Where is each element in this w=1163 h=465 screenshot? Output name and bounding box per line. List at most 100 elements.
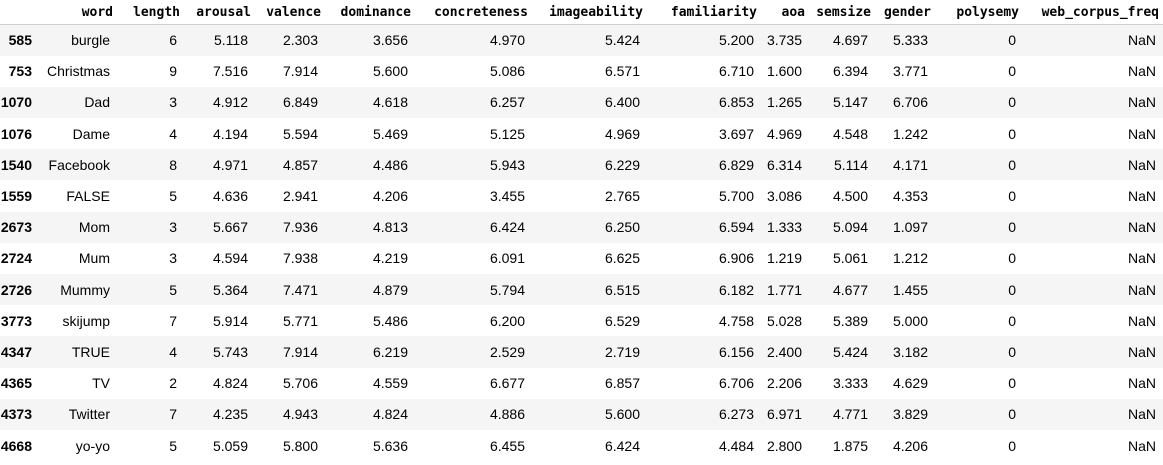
cell-gender: 6.706 (892, 94, 928, 111)
cell-aoa: 2.800 (766, 437, 802, 454)
cell-aoa: 1.771 (766, 281, 802, 298)
cell-web-corpus-freq: NaN (1127, 375, 1156, 392)
cell-aoa: 6.314 (766, 156, 802, 173)
column-header-gender: gender (876, 0, 936, 25)
cell-aoa: 5.028 (766, 312, 802, 329)
table-row: 2673 Mom 3 5.667 7.936 4.813 6.424 6.250 6.594 1.… (0, 211, 1163, 243)
cell-familiarity: 5.200 (718, 32, 754, 49)
cell-word: burgle (71, 32, 110, 49)
cell-familiarity: 4.758 (718, 312, 754, 329)
cell-imageability: 6.571 (604, 63, 640, 80)
cell-semsize: 3.333 (832, 375, 868, 392)
cell-arousal: 4.194 (212, 125, 248, 142)
cell-arousal: 4.235 (212, 406, 248, 423)
cell-web-corpus-freq: NaN (1127, 188, 1156, 205)
row-index: 1070 (0, 94, 32, 111)
cell-web-corpus-freq: NaN (1127, 63, 1156, 80)
cell-word: TV (92, 375, 110, 392)
cell-polysemy: 0 (1008, 219, 1016, 236)
cell-valence: 5.706 (282, 375, 318, 392)
cell-imageability: 6.529 (604, 312, 640, 329)
cell-word: Mom (78, 219, 110, 236)
cell-gender: 4.171 (892, 156, 928, 173)
cell-semsize: 4.697 (832, 32, 868, 49)
cell-concreteness: 2.529 (489, 343, 525, 360)
table-body: 585 burgle 6 5.118 2.303 3.656 4.970 5.424 5.200… (0, 24, 1163, 462)
cell-length: 5 (169, 437, 177, 454)
cell-arousal: 4.594 (212, 250, 248, 267)
cell-dominance: 5.636 (372, 437, 408, 454)
cell-valence: 7.938 (282, 250, 318, 267)
cell-polysemy: 0 (1008, 63, 1016, 80)
column-header-polysemy: polysemy (936, 0, 1024, 25)
cell-word: Mummy (60, 281, 110, 298)
cell-word: Christmas (46, 63, 110, 80)
cell-concreteness: 3.455 (489, 188, 525, 205)
cell-web-corpus-freq: NaN (1127, 94, 1156, 111)
cell-imageability: 2.765 (604, 188, 640, 205)
cell-dominance: 6.219 (372, 343, 408, 360)
cell-aoa: 1.265 (766, 94, 802, 111)
cell-length: 3 (169, 219, 177, 236)
header-row: word length arousal valence dominance concret… (0, 0, 1163, 25)
cell-imageability: 4.969 (604, 125, 640, 142)
table-row: 1076 Dame 4 4.194 5.594 5.469 5.125 4.969 3.697 4… (0, 118, 1163, 150)
cell-semsize: 1.875 (832, 437, 868, 454)
cell-length: 4 (169, 125, 177, 142)
cell-valence: 7.471 (282, 281, 318, 298)
row-index: 2673 (0, 219, 32, 236)
column-header-familiarity: familiarity (648, 0, 762, 25)
row-index: 3773 (0, 312, 32, 329)
table-row: 1070 Dad 3 4.912 6.849 4.618 6.257 6.400 6.853 1.… (0, 86, 1163, 119)
row-index: 4373 (0, 406, 32, 423)
cell-valence: 5.771 (282, 312, 318, 329)
cell-length: 4 (169, 343, 177, 360)
cell-aoa: 1.600 (766, 63, 802, 80)
cell-gender: 4.206 (892, 437, 928, 454)
column-header-semsize: semsize (810, 0, 876, 25)
cell-length: 2 (169, 375, 177, 392)
column-header-imageability: imageability (533, 0, 648, 25)
cell-gender: 4.629 (892, 375, 928, 392)
cell-valence: 7.914 (282, 63, 318, 80)
cell-dominance: 5.600 (372, 63, 408, 80)
cell-arousal: 7.516 (212, 63, 248, 80)
row-index: 4347 (0, 343, 32, 360)
cell-length: 9 (169, 63, 177, 80)
cell-aoa: 1.333 (766, 219, 802, 236)
cell-gender: 4.353 (892, 188, 928, 205)
cell-concreteness: 4.886 (489, 406, 525, 423)
cell-web-corpus-freq: NaN (1127, 406, 1156, 423)
cell-valence: 2.303 (282, 32, 318, 49)
cell-valence: 6.849 (282, 94, 318, 111)
table-row: 4347 TRUE 4 5.743 7.914 6.219 2.529 2.719 6.156 2… (0, 336, 1163, 368)
cell-web-corpus-freq: NaN (1127, 343, 1156, 360)
cell-length: 3 (169, 94, 177, 111)
table-row: 1540 Facebook 8 4.971 4.857 4.486 5.943 6.229 6.… (0, 149, 1163, 181)
cell-dominance: 4.486 (372, 156, 408, 173)
cell-imageability: 5.424 (604, 32, 640, 49)
cell-concreteness: 6.424 (489, 219, 525, 236)
cell-aoa: 1.219 (766, 250, 802, 267)
cell-semsize: 4.677 (832, 281, 868, 298)
table-row: 2724 Mum 3 4.594 7.938 4.219 6.091 6.625 6.906 1.… (0, 242, 1163, 274)
cell-polysemy: 0 (1008, 94, 1016, 111)
cell-semsize: 4.771 (832, 406, 868, 423)
cell-semsize: 5.147 (832, 94, 868, 111)
cell-web-corpus-freq: NaN (1127, 281, 1156, 298)
cell-web-corpus-freq: NaN (1127, 312, 1156, 329)
cell-word: FALSE (66, 188, 110, 205)
table-row: 2726 Mummy 5 5.364 7.471 4.879 5.794 6.515 6.182… (0, 274, 1163, 306)
cell-length: 7 (169, 312, 177, 329)
cell-arousal: 5.059 (212, 437, 248, 454)
row-index: 2726 (0, 281, 32, 298)
cell-concreteness: 5.794 (489, 281, 525, 298)
cell-polysemy: 0 (1008, 125, 1016, 142)
column-header-web-corpus-freq: web_corpus_freq (1024, 0, 1163, 25)
cell-word: Mum (78, 250, 110, 267)
cell-polysemy: 0 (1008, 32, 1016, 49)
cell-familiarity: 6.156 (718, 343, 754, 360)
cell-imageability: 6.400 (604, 94, 640, 111)
cell-gender: 3.182 (892, 343, 928, 360)
cell-gender: 1.455 (892, 281, 928, 298)
